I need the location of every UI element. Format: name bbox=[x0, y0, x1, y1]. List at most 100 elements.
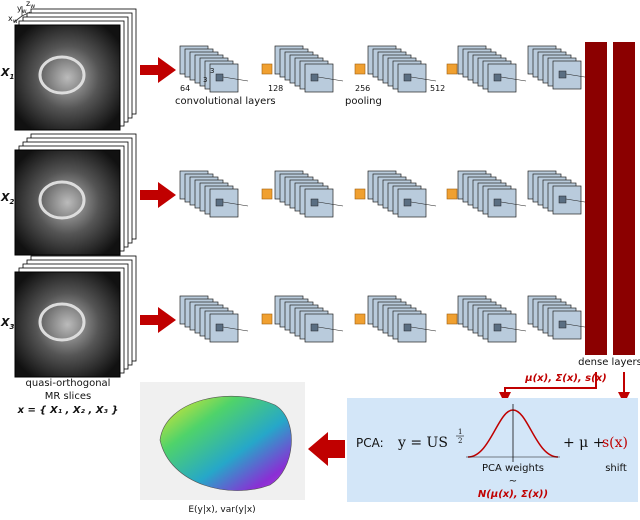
slice-symbol: X bbox=[0, 191, 10, 204]
distribution: N(μ(x), Σ(x)) bbox=[478, 489, 548, 500]
kernel bbox=[493, 198, 502, 207]
projection bbox=[500, 326, 527, 332]
feature-map bbox=[209, 63, 239, 93]
mr-slices bbox=[14, 8, 137, 378]
axis-letter: z bbox=[26, 0, 30, 8]
kernel bbox=[215, 323, 224, 332]
kernel bbox=[403, 198, 412, 207]
kernel bbox=[310, 198, 319, 207]
pca-label: PCA: bbox=[356, 436, 384, 450]
slice-label: X1 bbox=[0, 66, 14, 81]
feature-map bbox=[487, 63, 517, 93]
pooling bbox=[261, 63, 273, 75]
slice-label: X3 bbox=[0, 316, 14, 331]
feature-map bbox=[397, 63, 427, 93]
kernel-size: 3 bbox=[203, 76, 207, 84]
slice-image bbox=[14, 149, 121, 256]
projection bbox=[317, 76, 344, 82]
axis-label: xw bbox=[8, 14, 18, 25]
kernel bbox=[310, 73, 319, 82]
arrow bbox=[308, 432, 345, 466]
result-label: E(y|x), var(y|x) bbox=[188, 505, 255, 515]
shift-label: shift bbox=[605, 463, 627, 474]
mesh bbox=[159, 395, 292, 491]
exponent: 2 bbox=[458, 437, 462, 445]
projection bbox=[410, 76, 437, 82]
pooling bbox=[354, 188, 366, 200]
slice-index: 1 bbox=[9, 73, 14, 81]
axis-label: yw bbox=[17, 4, 27, 15]
kernel bbox=[403, 323, 412, 332]
axis-letter: x bbox=[8, 14, 13, 23]
slice-symbol: X bbox=[0, 316, 10, 329]
arrow bbox=[499, 372, 597, 404]
dense-layer bbox=[613, 42, 635, 355]
kernel bbox=[558, 320, 567, 329]
projection bbox=[410, 201, 437, 207]
axis-sub: w bbox=[30, 3, 35, 10]
feature-map bbox=[552, 185, 582, 215]
pooling bbox=[261, 188, 273, 200]
axis-sub: w bbox=[13, 18, 18, 25]
kernel bbox=[558, 195, 567, 204]
feature-map bbox=[304, 313, 334, 343]
feature-map bbox=[552, 60, 582, 90]
feature-map bbox=[487, 313, 517, 343]
slice-label: X2 bbox=[0, 191, 14, 206]
exponent: 1 bbox=[458, 428, 462, 436]
axis-letter: y bbox=[17, 4, 22, 13]
feature-map bbox=[209, 313, 239, 343]
pooling bbox=[446, 188, 458, 200]
feature-map bbox=[552, 310, 582, 340]
pca-box bbox=[347, 398, 638, 502]
tilde: ~ bbox=[509, 476, 517, 487]
axis bbox=[21, 11, 31, 17]
pca-formula: y = US bbox=[397, 435, 448, 451]
kernel bbox=[215, 198, 224, 207]
pooling bbox=[261, 313, 273, 325]
feature-map bbox=[487, 188, 517, 218]
kernel bbox=[493, 323, 502, 332]
filter-count: 128 bbox=[268, 84, 283, 93]
arrow bbox=[140, 307, 176, 333]
projection bbox=[500, 76, 527, 82]
slice-symbol: X bbox=[0, 66, 10, 79]
kernel bbox=[558, 70, 567, 79]
projection bbox=[317, 326, 344, 332]
dense-label: dense layers bbox=[578, 357, 640, 368]
feature-map bbox=[397, 188, 427, 218]
axis-label: zw bbox=[26, 0, 35, 10]
arrow bbox=[140, 182, 176, 208]
projection bbox=[410, 326, 437, 332]
axis-sub: w bbox=[22, 8, 27, 15]
feature-map bbox=[304, 188, 334, 218]
slice-image bbox=[14, 271, 121, 378]
pca-formula: + μ + bbox=[563, 435, 604, 451]
kernel bbox=[215, 73, 224, 82]
caption: quasi-orthogonal bbox=[26, 378, 111, 389]
feature-map bbox=[397, 313, 427, 343]
cnn bbox=[140, 45, 592, 343]
kernel bbox=[493, 73, 502, 82]
slice-image bbox=[14, 24, 121, 131]
dense-layer bbox=[585, 42, 607, 355]
projection bbox=[222, 326, 249, 332]
kernel bbox=[403, 73, 412, 82]
caption: x = { X₁ , X₂ , X₃ } bbox=[17, 405, 119, 416]
slice-index: 3 bbox=[9, 323, 14, 331]
world-axes bbox=[13, 6, 31, 23]
projection bbox=[317, 201, 344, 207]
weights-label: PCA weights bbox=[482, 463, 544, 474]
kernel bbox=[310, 323, 319, 332]
pool-label: pooling bbox=[345, 96, 382, 107]
feature-map bbox=[209, 188, 239, 218]
slice-anatomy bbox=[38, 180, 86, 220]
pooling bbox=[446, 63, 458, 75]
arrow bbox=[140, 57, 176, 83]
outputs: μ(x), Σ(x), s(x) bbox=[524, 373, 606, 384]
caption: MR slices bbox=[45, 391, 91, 402]
feature-map bbox=[304, 63, 334, 93]
pooling bbox=[446, 313, 458, 325]
filter-count: 512 bbox=[430, 84, 445, 93]
